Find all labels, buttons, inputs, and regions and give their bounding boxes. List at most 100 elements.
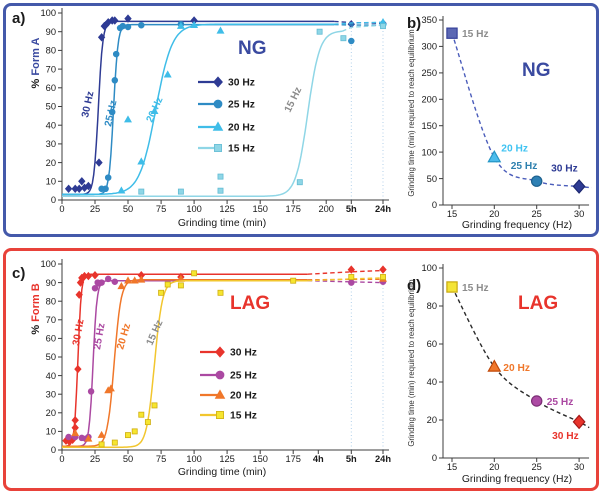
curve-label: 15 Hz bbox=[283, 86, 305, 115]
data-point bbox=[64, 184, 73, 194]
x-tick-label: 150 bbox=[252, 204, 268, 214]
data-point bbox=[130, 276, 139, 284]
x-tick-label: 0 bbox=[59, 204, 64, 214]
data-point bbox=[75, 290, 83, 299]
data-point bbox=[151, 402, 158, 409]
data-point bbox=[117, 186, 126, 194]
panel-d-equilibrium-chart: 0 20 40 60 80 100 15 20 25 30 15 Hz 20 Hz 25 Hz 30 Hz… bbox=[407, 263, 590, 485]
y-tick-label: 30 bbox=[46, 139, 56, 149]
data-point bbox=[102, 185, 109, 193]
data-point bbox=[176, 21, 185, 29]
x-tick-label: 175 bbox=[285, 454, 301, 464]
data-point bbox=[104, 174, 112, 181]
data-point bbox=[348, 37, 355, 45]
data-point bbox=[487, 149, 502, 163]
y-tick-label: 350 bbox=[421, 15, 437, 25]
x-tick-label: 5h bbox=[346, 204, 357, 214]
data-point bbox=[111, 77, 119, 84]
y-tick-label: 100 bbox=[40, 8, 56, 18]
point-label: 15 Hz bbox=[462, 29, 489, 40]
legend-marker bbox=[215, 370, 225, 380]
fit-curve-extrapolated bbox=[334, 21, 384, 25]
data-point bbox=[75, 184, 83, 194]
legend-label: 25 Hz bbox=[228, 100, 255, 111]
y-tick-label: 150 bbox=[421, 121, 437, 131]
x-tick-label: 20 bbox=[489, 462, 499, 472]
legend-marker bbox=[216, 411, 224, 419]
group-label: NG bbox=[522, 60, 551, 81]
point-label: 25 Hz bbox=[511, 161, 538, 172]
data-point bbox=[144, 419, 151, 426]
x-tick-label: 25 bbox=[532, 209, 542, 219]
data-point bbox=[340, 35, 347, 42]
data-point bbox=[74, 364, 82, 374]
legend-marker bbox=[212, 121, 224, 131]
panel-label: d) bbox=[407, 277, 421, 294]
x-tick-label: 0 bbox=[59, 454, 64, 464]
point-label: 15 Hz bbox=[462, 283, 489, 294]
data-point bbox=[84, 434, 93, 442]
x-tick-label: 15 bbox=[447, 462, 457, 472]
data-point bbox=[191, 270, 198, 277]
panel-c-kinetics-chart: 0 10 20 30 40 50 60 70 80 90 100 0 25 50 75 100 125 150 17… bbox=[12, 259, 391, 478]
ng-box: 0 10 20 30 40 50 60 70 80 90 100 0 25 50 75 100 125 150 17… bbox=[3, 3, 599, 237]
data-point bbox=[87, 388, 95, 395]
data-point bbox=[487, 359, 502, 372]
data-point bbox=[137, 157, 146, 165]
data-point bbox=[190, 20, 199, 28]
x-tick-label: 24h bbox=[375, 454, 391, 464]
y-tick-label: 250 bbox=[421, 68, 437, 78]
point-label: 30 Hz bbox=[551, 164, 578, 175]
data-point bbox=[347, 265, 355, 274]
data-point bbox=[124, 276, 132, 284]
data-point bbox=[296, 179, 303, 186]
data-point bbox=[530, 395, 543, 407]
data-point bbox=[380, 23, 386, 30]
data-point bbox=[124, 115, 132, 123]
fit-curve-extrapolated bbox=[334, 23, 384, 26]
point-label: 20 Hz bbox=[501, 143, 528, 154]
data-point bbox=[379, 265, 387, 274]
x-tick-label: 75 bbox=[156, 454, 166, 464]
y-axis-label: % Form B bbox=[30, 283, 42, 334]
y-tick-label: 10 bbox=[46, 427, 56, 437]
legend-label: 20 Hz bbox=[228, 123, 255, 134]
data-point bbox=[111, 278, 119, 285]
data-point bbox=[84, 271, 93, 281]
lag-box: 0 10 20 30 40 50 60 70 80 90 100 0 25 50 75 100 125 150 17… bbox=[3, 248, 599, 491]
data-point bbox=[572, 414, 586, 430]
data-point bbox=[124, 23, 132, 31]
fit-curve bbox=[62, 279, 308, 448]
legend-label: 30 Hz bbox=[228, 78, 255, 89]
data-point bbox=[98, 279, 105, 286]
data-point bbox=[348, 279, 355, 286]
data-point bbox=[216, 26, 225, 34]
y-tick-label: 90 bbox=[46, 27, 56, 37]
x-tick-label: 75 bbox=[156, 204, 166, 214]
x-tick-label: 125 bbox=[219, 454, 235, 464]
legend-marker bbox=[213, 76, 223, 88]
data-point bbox=[108, 108, 116, 116]
data-point bbox=[91, 284, 99, 292]
data-point bbox=[95, 158, 103, 167]
panel-b-equilibrium-chart: 0 50 100 150 200 250 300 350 15 20 25 30 15 Hz 20 Hz 2… bbox=[407, 15, 592, 231]
curve-label: 30 Hz bbox=[71, 318, 86, 346]
data-point bbox=[112, 50, 120, 58]
x-tick-label: 175 bbox=[285, 204, 301, 214]
fit-curve bbox=[62, 279, 308, 448]
y-tick-label: 100 bbox=[421, 263, 437, 273]
y-tick-label: 200 bbox=[421, 95, 437, 105]
x-tick-label: 25 bbox=[532, 462, 542, 472]
y-tick-label: 80 bbox=[46, 296, 56, 306]
x-tick-label: 30 bbox=[574, 209, 584, 219]
y-tick-label: 50 bbox=[46, 102, 56, 112]
y-tick-label: 0 bbox=[51, 445, 56, 455]
data-point bbox=[117, 282, 126, 290]
data-point bbox=[446, 27, 458, 39]
y-tick-label: 60 bbox=[46, 334, 56, 344]
point-label: 25 Hz bbox=[547, 397, 574, 408]
fit-curve-extrapolated bbox=[307, 269, 384, 275]
y-tick-label: 40 bbox=[46, 371, 56, 381]
y-tick-label: 20 bbox=[46, 158, 56, 168]
curve-label: 25 Hz bbox=[92, 322, 107, 350]
